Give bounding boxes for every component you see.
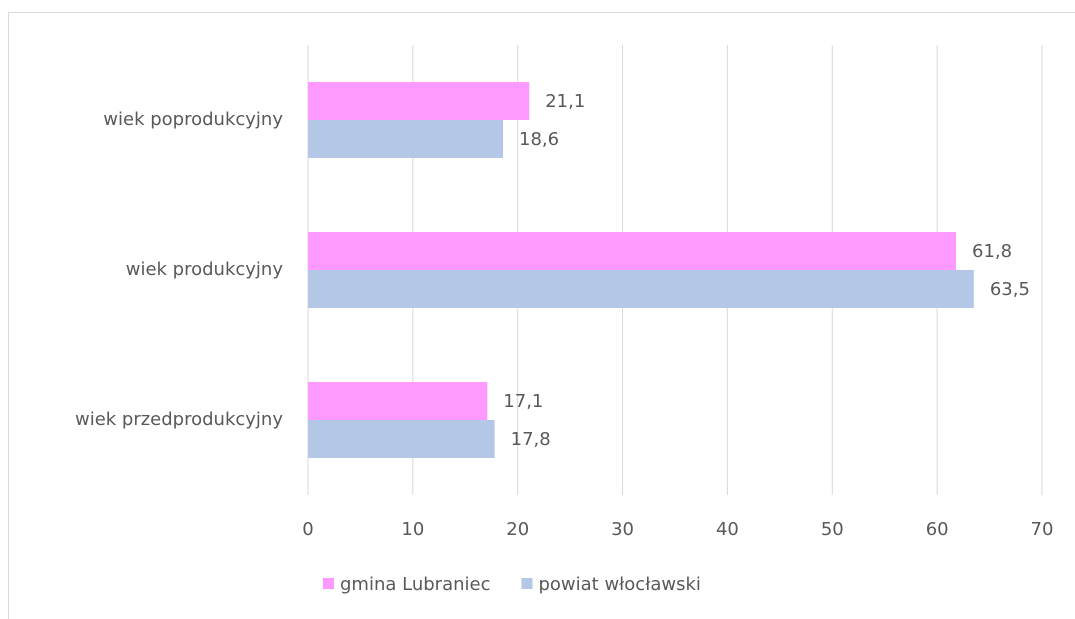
legend-swatch: [521, 578, 533, 589]
legend-swatch: [323, 578, 334, 589]
data-label: 17,1: [503, 391, 543, 412]
x-tick-label: 20: [506, 519, 529, 540]
x-tick-label: 50: [821, 519, 844, 540]
data-label: 21,1: [545, 91, 585, 112]
x-tick-label: 40: [716, 519, 739, 540]
y-tick-label: wiek produkcyjny: [126, 259, 284, 280]
y-tick-label: wiek poprodukcyjny: [103, 109, 283, 130]
data-label: 61,8: [972, 241, 1012, 262]
y-tick-label: wiek przedprodukcyjny: [75, 409, 283, 430]
x-tick-label: 60: [926, 519, 949, 540]
x-tick-label: 30: [611, 519, 634, 540]
bar: [308, 270, 974, 308]
bar: [308, 232, 957, 270]
bar: [308, 82, 530, 120]
x-tick-label: 10: [401, 519, 424, 540]
legend-label: gmina Lubraniec: [340, 574, 490, 595]
x-tick-label: 70: [1031, 519, 1054, 540]
bar: [308, 120, 504, 158]
data-label: 63,5: [990, 279, 1030, 300]
data-label: 18,6: [519, 129, 559, 150]
data-label: 17,8: [511, 429, 551, 450]
legend-label: powiat włocławski: [538, 574, 700, 595]
x-tick-label: 0: [302, 519, 313, 540]
bar: [308, 382, 488, 420]
bar: [308, 420, 495, 458]
